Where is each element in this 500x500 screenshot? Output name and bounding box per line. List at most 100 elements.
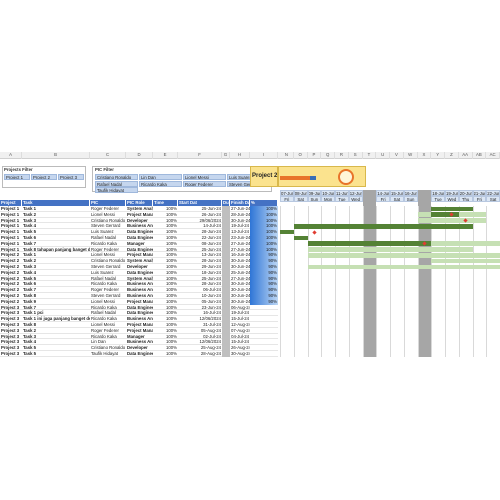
table-cell: Project Manager	[127, 211, 153, 217]
table-cell: Ricardo Kaka	[91, 333, 117, 339]
slicer-button[interactable]: Cristiano Ronaldo	[95, 174, 138, 180]
gantt-gridline	[486, 206, 488, 357]
table-cell: Task 6	[23, 281, 37, 287]
column-letter: V	[390, 152, 404, 159]
table-cell: 13-Jun-24	[201, 252, 221, 258]
table-cell: 26-Jun-24	[201, 211, 221, 217]
table-cell: 16-Jul-24	[203, 310, 221, 316]
column-letter: R	[335, 152, 349, 159]
table-cell: Business Analyst	[127, 316, 153, 322]
table-cell: 100%	[250, 246, 278, 253]
gantt-day: Tue	[335, 196, 349, 202]
table-cell: Roger Federer	[91, 206, 119, 211]
gantt-date: 09-Jun	[307, 190, 322, 196]
table-row	[0, 345, 278, 351]
table-cell: 90%	[250, 269, 278, 276]
table-cell: 10-Jun-24	[201, 293, 221, 298]
table-cell: Task 3	[23, 264, 37, 269]
table-cell: 100%	[166, 269, 177, 275]
table-cell: 100%	[166, 281, 177, 287]
table-cell: 23-Jun-24	[201, 304, 221, 310]
table-cell: Project 1	[1, 240, 20, 246]
table-cell: 15-Jul-24	[231, 339, 249, 345]
table-row	[0, 218, 278, 224]
table-cell: 100%	[250, 223, 278, 230]
table-cell: Business Analyst	[127, 293, 153, 298]
gantt-weekend	[362, 190, 377, 357]
slicer-button[interactable]: Lionel Messi	[183, 174, 226, 180]
table-cell: 25-Jun-24	[201, 246, 221, 252]
table-cell: Ricardo Kaka	[91, 304, 117, 310]
gantt-bar	[431, 258, 500, 264]
slicer-button[interactable]: Taufik Hidayat	[95, 187, 138, 193]
slicer-title: Projects Filter	[4, 167, 33, 172]
table-cell	[222, 229, 230, 235]
slicer-button[interactable]: Roger Federer	[183, 180, 226, 187]
table-cell: Task 9	[23, 298, 37, 304]
gantt-weekend	[417, 190, 432, 357]
table-cell: 16-Jun-24	[231, 252, 250, 258]
table-cell: Project 2	[1, 252, 20, 258]
slicer-button[interactable]: Ricardo Kaka	[139, 180, 182, 187]
table-cell: Project 2	[1, 275, 20, 281]
table-cell: Task 4	[23, 223, 37, 229]
table-cell: 29/06/2024	[199, 217, 221, 223]
table-cell: Project Manager	[127, 252, 153, 258]
table-cell: 30-Jun-24	[231, 258, 250, 264]
gantt-date: 10-Jun	[321, 190, 335, 196]
gantt-gridline	[376, 206, 378, 357]
table-cell: Task 5	[23, 275, 37, 281]
table-cell	[222, 339, 230, 346]
column-letter: Y	[431, 152, 445, 159]
table-row	[0, 252, 278, 259]
table-cell: 100%	[166, 217, 177, 223]
summary-title: Project 2	[252, 173, 278, 179]
table-cell: 05-Aug-24	[200, 327, 221, 333]
table-row	[0, 339, 278, 346]
slicer-button[interactable]: Project 3	[58, 174, 84, 180]
gantt-date: 21-Jun	[472, 190, 487, 196]
table-row	[0, 247, 278, 253]
table-cell: 90%	[250, 293, 278, 299]
slicer-button[interactable]: Rafael Nadal	[95, 180, 138, 187]
table-cell: Task 1	[23, 206, 37, 211]
gantt-day: Fri	[376, 196, 390, 202]
gantt-bar	[431, 206, 473, 212]
table-row	[0, 328, 278, 334]
slicer-button[interactable]: Lin Dan	[139, 174, 182, 180]
table-cell: 28-Jun-24	[201, 281, 221, 287]
table-cell: 100%	[166, 333, 177, 339]
table-cell: Project 1	[1, 246, 20, 252]
table-cell: 100%	[166, 287, 177, 293]
table-cell: 07-Aug-24	[231, 327, 250, 333]
column-letter: A	[0, 152, 22, 159]
table-cell: 90%	[250, 281, 278, 288]
table-cell: Cristiano Ronaldo	[91, 217, 126, 223]
table-header: %	[250, 200, 278, 206]
column-letter: Q	[321, 152, 335, 159]
gantt-date: 12-Jun	[348, 190, 363, 196]
table-cell: Project 3	[1, 327, 20, 333]
table-row	[0, 316, 278, 322]
table-cell: 100%	[166, 229, 177, 235]
column-letter: T	[363, 152, 377, 159]
table-cell: Project 2	[1, 287, 20, 293]
table-cell: Project 2	[1, 264, 20, 269]
table-cell: 30-Jun-24	[231, 264, 250, 269]
slicer-button[interactable]: Project 1	[4, 174, 30, 180]
gantt-day: Wed	[348, 196, 363, 202]
table-cell: Task 8 tahapan panjang banget deh sepert…	[23, 246, 90, 252]
table-cell	[222, 333, 230, 340]
table-cell: 14-Jul-24	[203, 223, 221, 229]
table-cell: Lin Dan	[91, 339, 106, 345]
slicer-button[interactable]: Project 2	[31, 174, 57, 180]
gantt-bar	[307, 252, 500, 258]
table-cell: Task 5	[23, 345, 37, 351]
column-letter: S	[349, 152, 363, 159]
gantt-gridline	[417, 206, 419, 357]
gantt-gridline	[390, 206, 391, 357]
column-letter: Z	[445, 152, 459, 159]
table-cell: 28-Jun-24	[201, 229, 221, 235]
table-cell: 100%	[166, 345, 177, 351]
